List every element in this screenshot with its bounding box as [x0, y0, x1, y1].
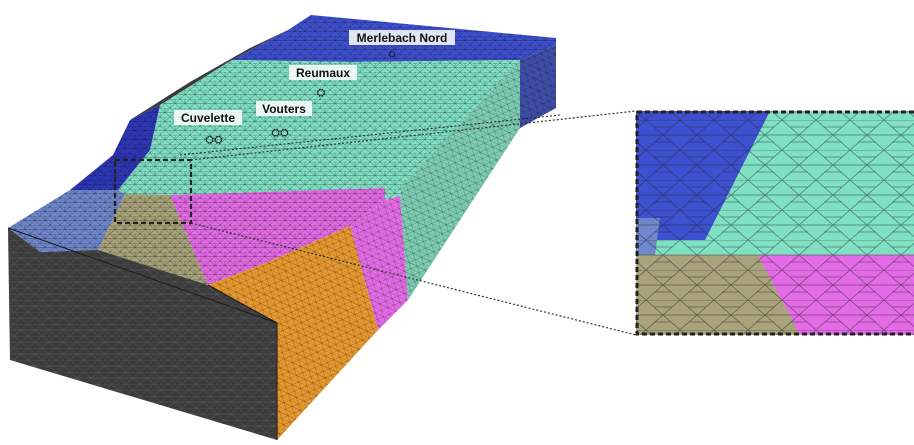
- right-face: [208, 45, 556, 440]
- well-icon: ⛭: [317, 86, 326, 99]
- top-face: [8, 15, 556, 285]
- connector-top: [190, 110, 637, 161]
- site-label-cuvelette: Cuvelette: [181, 111, 235, 125]
- well-icon: ⛭: [388, 50, 395, 60]
- site-label-reumaux: Reumaux: [296, 66, 350, 80]
- zone-top-grey: [130, 30, 288, 120]
- zone-top-lightblue-mesh: [8, 190, 125, 252]
- front-face: [8, 228, 277, 440]
- well-icon: ⛭⛭: [271, 126, 289, 139]
- zoom-mesh: [636, 111, 914, 335]
- label-bg: [256, 101, 312, 116]
- zone-top-blue-left-mesh: [70, 105, 160, 190]
- well-icon: ⛭⛭: [205, 133, 223, 146]
- zone-side-orange-mesh: [208, 226, 378, 440]
- zone-side-magenta-mesh: [350, 196, 408, 330]
- zone-side-blue-mesh: [520, 45, 556, 128]
- site-vouters: Vouters ⛭⛭: [256, 101, 312, 139]
- label-bg: [174, 110, 242, 125]
- zone-front-grey-mesh: [8, 228, 277, 440]
- zone-top-aqua-mesh: [118, 60, 520, 200]
- label-bg: [289, 65, 357, 80]
- site-cuvelette: Cuvelette ⛭⛭: [174, 110, 242, 146]
- zone-top-olive-mesh: [98, 194, 208, 285]
- connector-bottom: [190, 222, 637, 336]
- zone-top-magenta-mesh: [170, 188, 385, 285]
- selection-box: [113, 158, 193, 225]
- site-label-vouters: Vouters: [262, 102, 306, 116]
- zoom-inset-border: [635, 110, 914, 336]
- zoom-inset: [636, 111, 914, 335]
- zone-side-aqua-mesh: [400, 60, 520, 300]
- label-bg: [349, 30, 455, 45]
- site-label-merlebach: Merlebach Nord: [357, 31, 448, 45]
- site-reumaux: Reumaux ⛭: [289, 65, 357, 99]
- block-edges: [7, 227, 278, 440]
- site-merlebach: Merlebach Nord ⛭: [349, 30, 455, 60]
